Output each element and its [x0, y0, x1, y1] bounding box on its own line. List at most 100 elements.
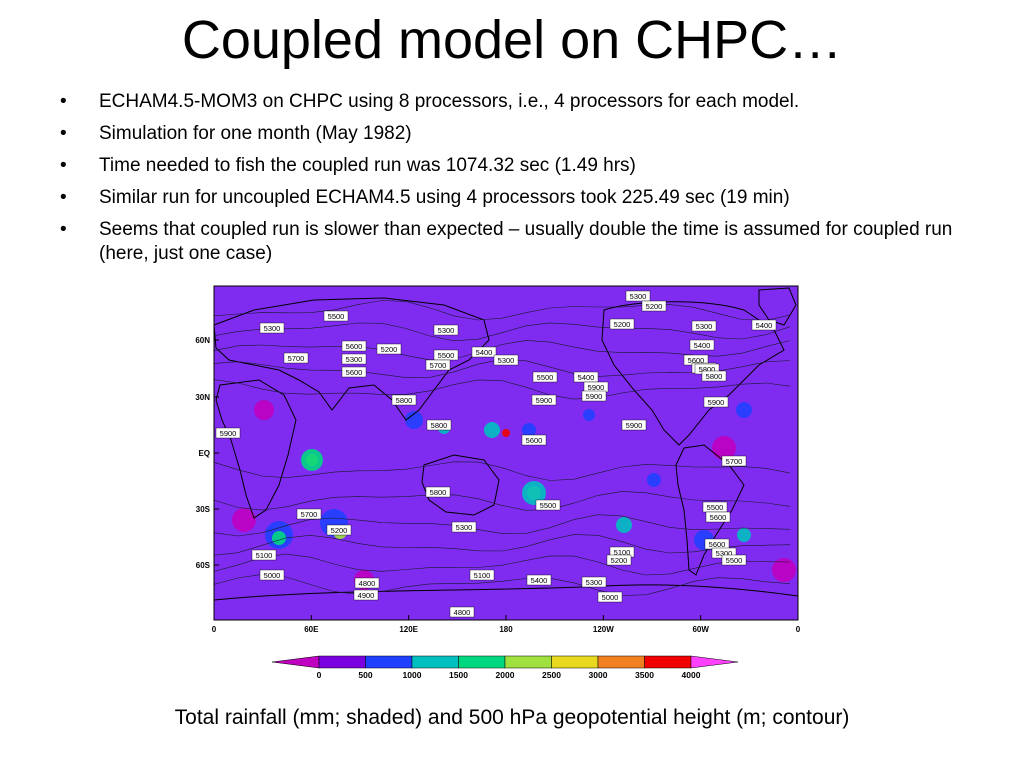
bullet-text: Seems that coupled run is slower than ex… — [99, 219, 953, 264]
contour-label: 5600 — [710, 513, 727, 522]
contour-line — [213, 379, 791, 400]
contour-label: 5300 — [716, 549, 733, 558]
contour-label: 5500 — [726, 556, 743, 565]
contour-label-box — [606, 554, 632, 566]
contour-line — [213, 491, 791, 511]
bullet-marker: • — [60, 91, 67, 112]
colorbar-segment — [597, 655, 645, 669]
contour-line — [213, 300, 791, 321]
rainfall-map-figure: 5300 5200 5500 5300 5200 5300 5400 5300 5600 5200… — [184, 270, 830, 698]
contour-label-box — [341, 340, 367, 352]
contour-label: 5500 — [540, 501, 557, 510]
bullet-marker: • — [60, 123, 67, 144]
contour-line — [213, 461, 791, 481]
contour-label: 5400 — [578, 373, 595, 382]
contour-label-box — [341, 366, 367, 378]
contour-label: 5100 — [614, 548, 631, 557]
contour-label-box — [581, 576, 607, 588]
rainfall-blob — [522, 423, 536, 437]
contour-label-box — [376, 343, 402, 355]
contour-label: 5600 — [346, 368, 363, 377]
longitude-tick-label: 0 — [796, 625, 801, 634]
rainfall-blob — [737, 528, 751, 542]
contour-label: 5900 — [588, 383, 605, 392]
contour-label: 4800 — [454, 608, 471, 617]
contour-label-box — [353, 589, 379, 601]
latitude-tick-label: EQ — [198, 449, 210, 458]
colorbar-segment — [411, 655, 459, 669]
contour-label: 5700 — [726, 457, 743, 466]
longitude-tick-label: 60W — [692, 625, 709, 634]
contour-label: 4900 — [358, 591, 375, 600]
contour-line — [213, 534, 791, 556]
contour-label-box — [621, 419, 647, 431]
rainfall-blob — [522, 481, 546, 505]
contour-label: 5600 — [709, 540, 726, 549]
continent-outlines — [213, 287, 799, 601]
contour-line — [213, 322, 791, 342]
colorbar-segment — [365, 655, 413, 669]
contour-label: 5600 — [688, 356, 705, 365]
contour-label-box — [326, 524, 352, 536]
contour-label-box — [259, 569, 285, 581]
longitude-tick-label: 120E — [399, 625, 418, 634]
contour-label-box — [532, 371, 558, 383]
contour-label-box — [721, 455, 747, 467]
contour-label: 5300 — [498, 356, 515, 365]
colorbar-tick-label: 3500 — [635, 670, 654, 680]
contour-label-box — [283, 352, 309, 364]
contour-label: 5700 — [288, 354, 305, 363]
contour-label-box — [391, 394, 417, 406]
contour-label-box — [703, 396, 729, 408]
bullet-item: • Simulation for one month (May 1982) — [60, 122, 990, 146]
colorbar-tick-label: 4000 — [682, 670, 701, 680]
south-america-outline — [675, 444, 745, 576]
contour-label: 5700 — [301, 510, 318, 519]
rainfall-blob — [254, 400, 274, 420]
rainfall-blob — [405, 411, 423, 429]
africa-outline — [215, 379, 297, 519]
contour-label: 5100 — [256, 551, 273, 560]
bullet-item: • Seems that coupled run is slower than … — [60, 218, 990, 266]
contour-label-box — [597, 591, 623, 603]
contour-label: 5200 — [331, 526, 348, 535]
contour-label: 5300 — [586, 578, 603, 587]
contour-label: 5800 — [431, 421, 448, 430]
slide-title: Coupled model on CHPC… — [181, 10, 843, 70]
contour-label-box — [609, 318, 635, 330]
colorbar-segment — [551, 655, 599, 669]
contour-label: 5800 — [430, 488, 447, 497]
contour-label-box — [471, 346, 497, 358]
contour-line — [213, 358, 791, 378]
contour-label: 5500 — [537, 373, 554, 382]
contour-line — [213, 553, 791, 576]
contour-label-box — [705, 511, 731, 523]
colorbar-segment — [458, 655, 506, 669]
rainfall-blob — [583, 409, 595, 421]
contour-label: 5400 — [694, 341, 711, 350]
bullet-marker: • — [60, 187, 67, 208]
antarctica-outline — [213, 584, 799, 601]
contour-label-box — [469, 569, 495, 581]
contour-line — [213, 514, 791, 537]
contour-label-box — [425, 486, 451, 498]
latitude-axis: 60N 30N EQ 30S 60S — [195, 336, 219, 570]
contour-label-box — [251, 549, 277, 561]
contour-label: 5600 — [526, 436, 543, 445]
colorbar-tick-label: 500 — [358, 670, 372, 680]
contour-label-box — [526, 574, 552, 586]
latitude-tick-label: 60S — [196, 561, 211, 570]
colorbar-segment — [318, 655, 366, 669]
contour-label-box — [701, 370, 727, 382]
contour-label: 5200 — [614, 320, 631, 329]
bullet-marker: • — [60, 219, 67, 240]
rainfall-blob — [772, 558, 796, 582]
contour-label-box — [296, 508, 322, 520]
contour-label: 5900 — [626, 421, 643, 430]
colorbar-tick-label: 3000 — [589, 670, 608, 680]
colorbar-segment — [644, 655, 692, 669]
bullet-text: Simulation for one month (May 1982) — [99, 123, 412, 144]
contour-label-box — [323, 310, 349, 322]
rainfall-blob — [301, 449, 323, 471]
rainfall-blob — [484, 422, 500, 438]
